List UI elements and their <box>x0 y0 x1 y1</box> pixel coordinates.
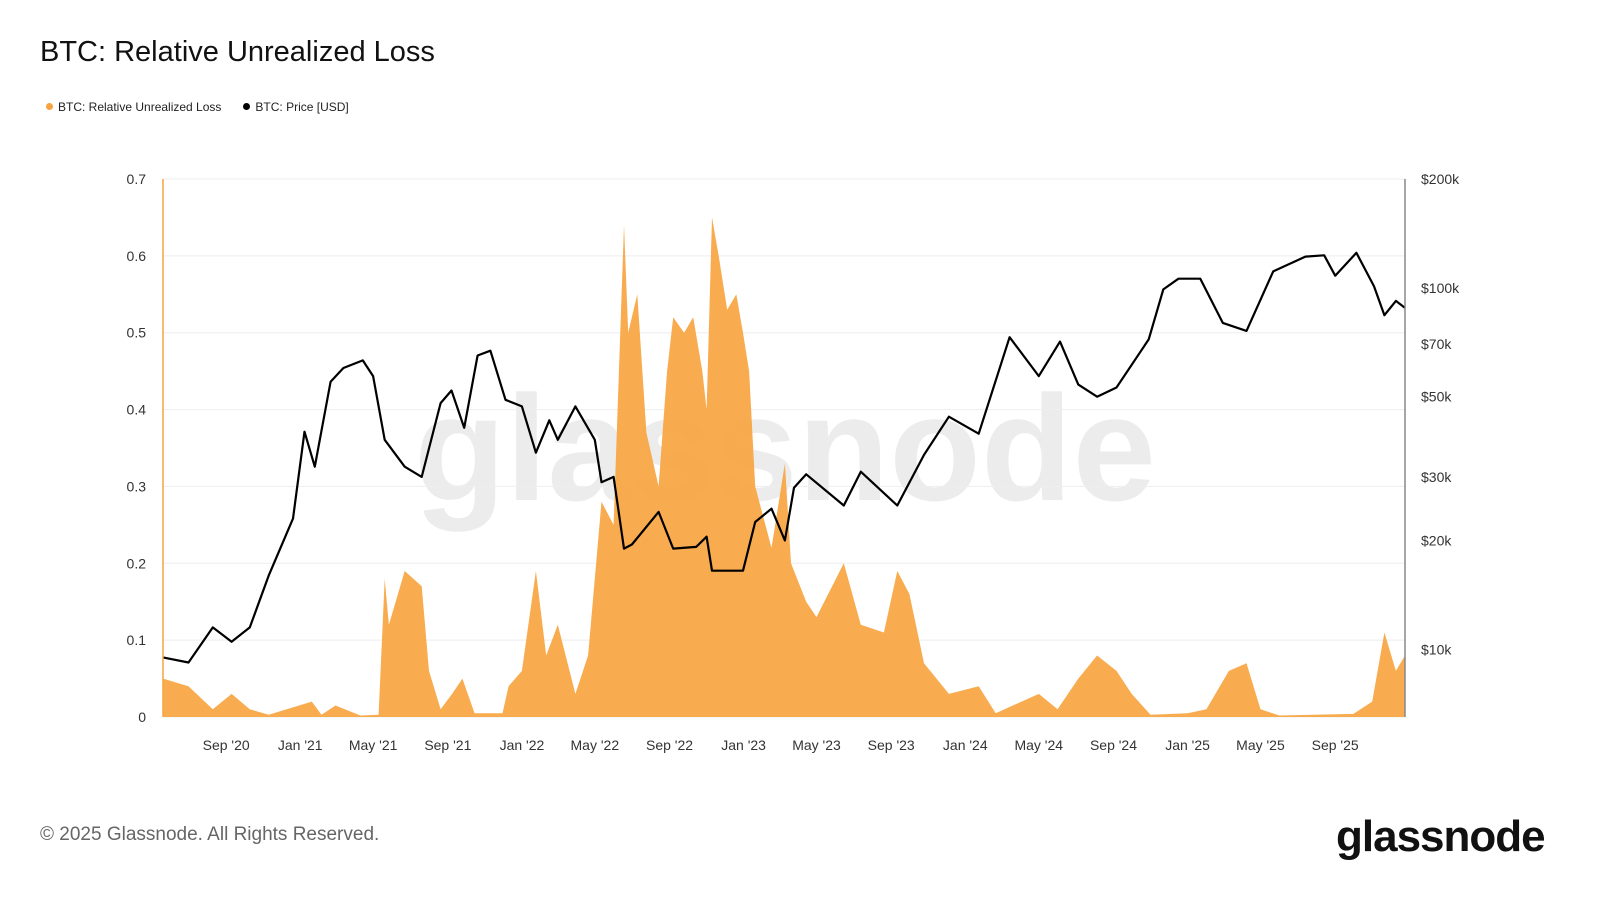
x-tick-label: May '23 <box>792 737 841 753</box>
x-tick-label: May '24 <box>1014 737 1063 753</box>
x-tick-label: May '25 <box>1236 737 1285 753</box>
x-tick-label: May '21 <box>349 737 398 753</box>
orange-dot-icon <box>46 103 53 111</box>
x-tick-label: Sep '25 <box>1312 737 1359 753</box>
y-left-tick-label: 0.3 <box>127 478 147 494</box>
loss-area <box>163 217 1405 717</box>
legend: BTC: Relative Unrealized Loss BTC: Price… <box>46 100 349 114</box>
y-left-tick-label: 0.1 <box>127 632 147 648</box>
x-tick-label: Jan '24 <box>943 737 988 753</box>
glassnode-logo: glassnode <box>1336 812 1546 861</box>
legend-item-loss[interactable]: BTC: Relative Unrealized Loss <box>46 100 221 114</box>
copyright: © 2025 Glassnode. All Rights Reserved. <box>40 824 380 845</box>
chart-title: BTC: Relative Unrealized Loss <box>40 36 435 68</box>
y-right-tick-label: $70k <box>1421 336 1452 352</box>
y-left-tick-label: 0 <box>138 709 146 725</box>
x-tick-label: Sep '24 <box>1090 737 1137 753</box>
x-tick-label: Sep '22 <box>646 737 693 753</box>
x-tick-label: Sep '21 <box>424 737 471 753</box>
x-tick-label: Sep '23 <box>868 737 915 753</box>
price-line <box>162 251 1406 664</box>
y-right-tick-label: $50k <box>1421 389 1452 405</box>
y-right-tick-label: $100k <box>1421 280 1460 296</box>
y-left-tick-label: 0.6 <box>127 248 147 264</box>
y-right-tick-label: $200k <box>1421 171 1460 187</box>
y-left-tick-label: 0.4 <box>127 402 147 418</box>
legend-item-price[interactable]: BTC: Price [USD] <box>243 100 349 114</box>
x-tick-label: Jan '22 <box>500 737 545 753</box>
x-tick-label: May '22 <box>571 737 620 753</box>
y-left-tick-label: 0.7 <box>127 171 147 187</box>
y-right-tick-label: $20k <box>1421 533 1452 549</box>
x-tick-label: Sep '20 <box>203 737 250 753</box>
black-dot-icon <box>243 103 251 111</box>
x-tick-label: Jan '23 <box>721 737 766 753</box>
x-tick-label: Jan '21 <box>278 737 323 753</box>
y-right-tick-label: $30k <box>1421 469 1452 485</box>
y-left-tick-label: 0.5 <box>127 325 147 341</box>
y-right-tick-label: $10k <box>1421 641 1452 657</box>
x-tick-label: Jan '25 <box>1165 737 1210 753</box>
y-left-tick-label: 0.2 <box>127 555 147 571</box>
